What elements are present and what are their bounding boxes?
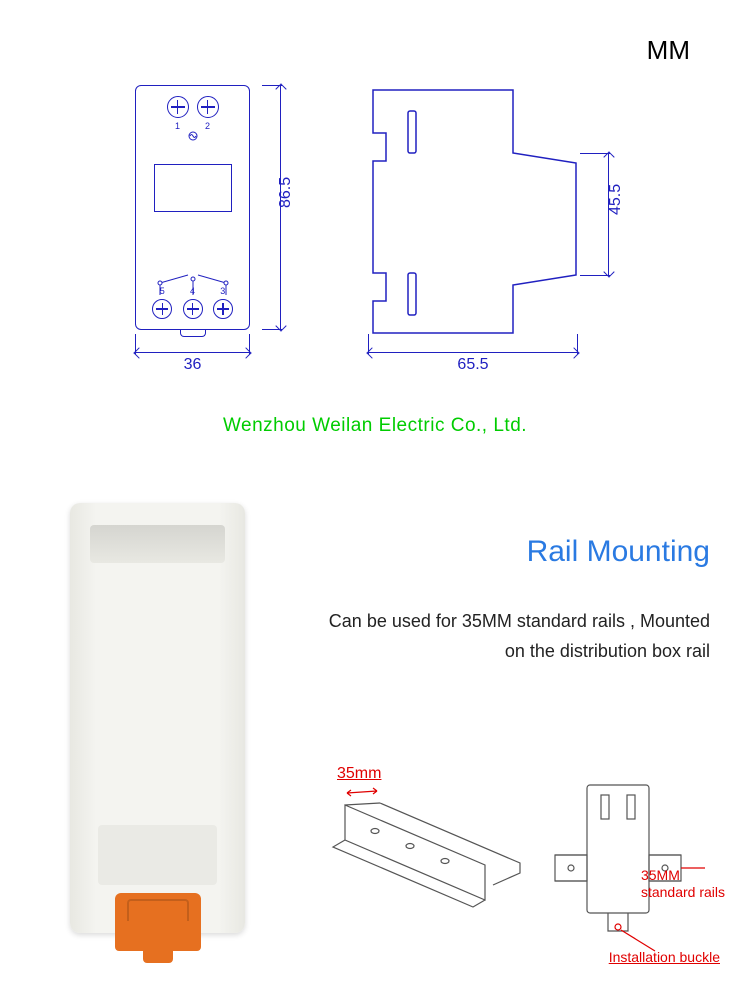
front-view: 1 2: [135, 85, 250, 330]
terminal-3-num: 3: [220, 286, 225, 296]
section-title: Rail Mounting: [310, 535, 730, 569]
dim-depth-value: 65.5: [457, 356, 488, 374]
clip-tab: [143, 947, 173, 963]
right-text-block: Rail Mounting Can be used for 35MM stand…: [310, 535, 730, 666]
product-notch: [98, 825, 217, 885]
dim-depth: 65.5: [368, 340, 578, 370]
product-clip: [115, 893, 201, 951]
dim-width-value: 36: [184, 356, 202, 374]
ac-symbol: [136, 131, 249, 144]
rail-clip: [180, 329, 206, 337]
terminal-3: 3: [213, 299, 233, 319]
display-window: [154, 164, 232, 212]
dim-rail-height: 45.5: [596, 153, 646, 276]
terminal-5-num: 5: [160, 286, 165, 296]
side-view: [368, 85, 583, 335]
rail-diagram: 35mm 35MMstandard rails Installation buc…: [325, 755, 725, 975]
bottom-section: Rail Mounting Can be used for 35MM stand…: [0, 485, 750, 995]
terminal-4-num: 4: [190, 286, 195, 296]
dim-width: 36: [135, 340, 250, 370]
terminal-1: 1: [167, 96, 189, 118]
side-profile: [368, 85, 583, 335]
section-description: Can be used for 35MM standard rails , Mo…: [310, 607, 730, 666]
terminal-5: 5: [152, 299, 172, 319]
bottom-terminals: 5 4 3: [136, 299, 249, 319]
terminal-1-num: 1: [175, 121, 180, 131]
front-body-outline: 1 2: [135, 85, 250, 330]
top-terminals: 1 2: [136, 96, 249, 118]
product-photo: [70, 503, 245, 963]
product-body: [70, 503, 245, 933]
terminal-4: 4: [183, 299, 203, 319]
terminal-2: 2: [197, 96, 219, 118]
rail-width-label: 35mm: [337, 765, 381, 783]
dim-height: 86.5: [268, 85, 308, 330]
company-name: Wenzhou Weilan Electric Co., Ltd.: [0, 415, 750, 437]
clip-orange: [115, 893, 201, 951]
unit-label: MM: [647, 35, 690, 66]
dim-rail-height-value: 45.5: [607, 183, 625, 214]
rail-buckle-label: Installation buckle: [609, 949, 720, 965]
dimension-diagrams: 1 2: [0, 75, 750, 395]
dim-height-value: 86.5: [277, 176, 295, 207]
product-slot-top: [90, 525, 225, 563]
rail-std-label: 35MMstandard rails: [641, 867, 725, 901]
terminal-2-num: 2: [205, 121, 210, 131]
